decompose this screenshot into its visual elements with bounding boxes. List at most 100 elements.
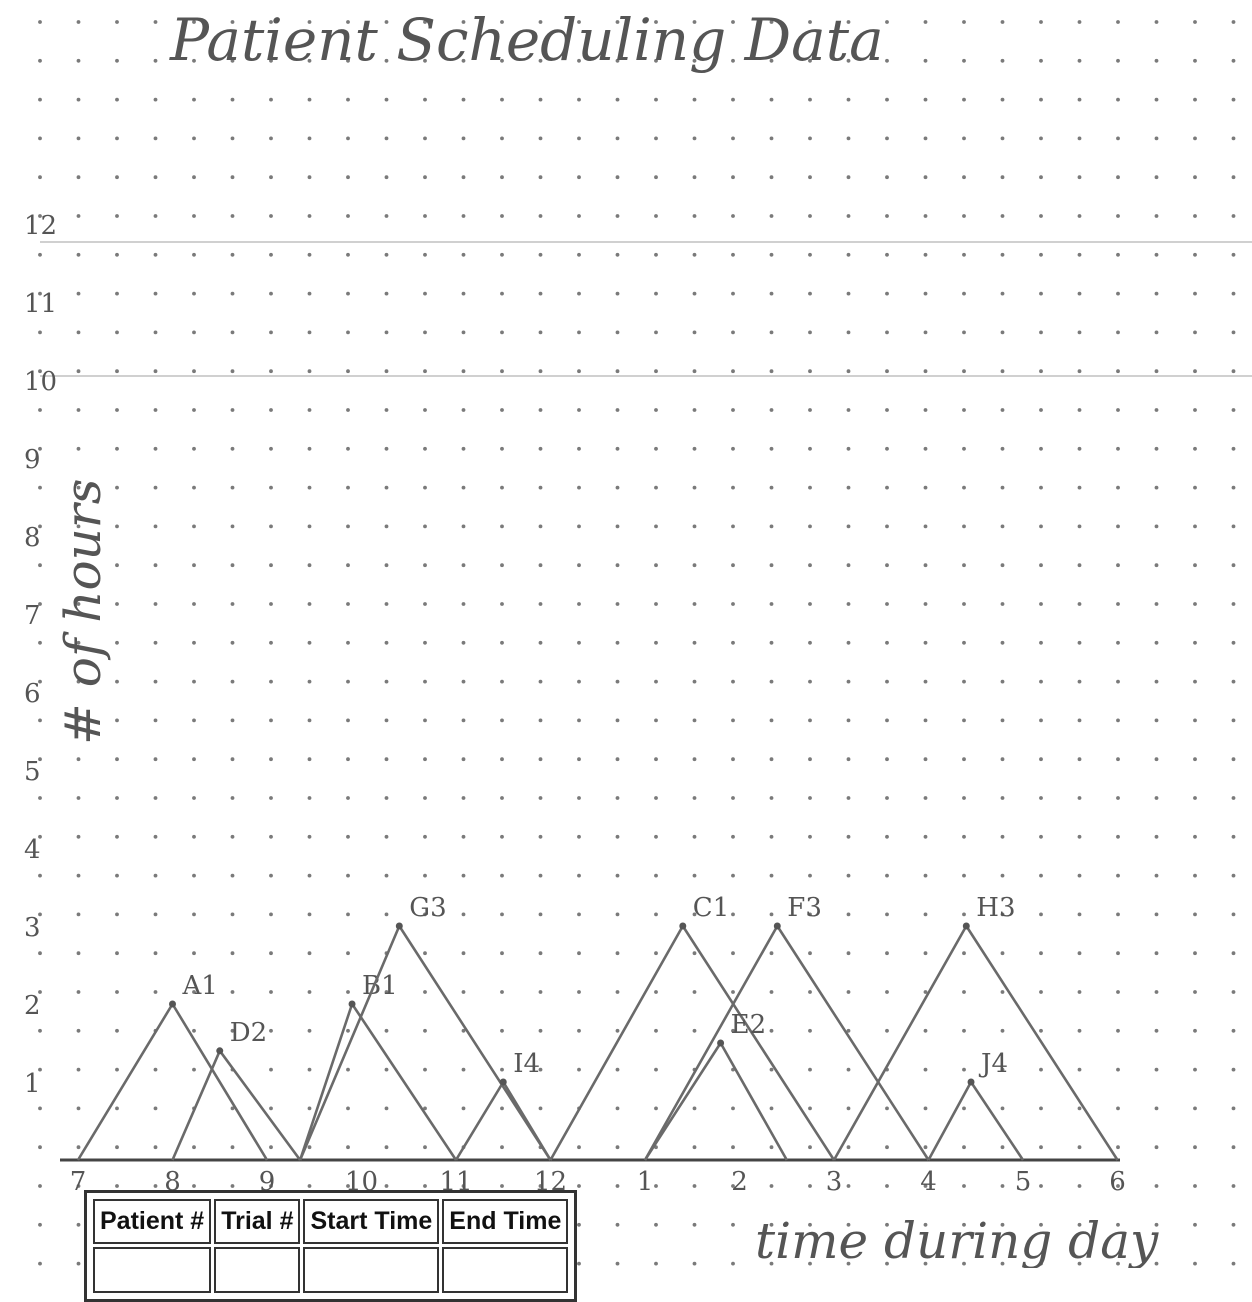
grid-dot [885,834,889,839]
grid-dot [461,679,466,684]
grid-dot [615,990,620,994]
grid-dot [461,252,466,257]
grid-dot [38,834,42,839]
grid-dot [1077,214,1082,218]
grid-dot [38,1067,42,1072]
grid-dot [615,1106,620,1111]
grid-dot [692,990,697,994]
grid-dot [808,1067,812,1072]
grid-dot [962,20,966,24]
grid-dot [269,330,273,335]
grid-dot [192,951,196,956]
grid-dot [923,1261,928,1266]
grid-dot [692,1261,697,1266]
grid-dot [384,1184,389,1188]
grid-dot [423,796,427,800]
grid-dot [846,291,851,296]
schedule-table: Patient # Trial # Start Time End Time [84,1190,578,1302]
grid-dot [615,369,620,374]
grid-dot [885,718,889,723]
grid-dot [1077,58,1082,63]
grid-dot [76,990,81,994]
grid-dot [1116,408,1120,412]
grid-dot [346,97,350,102]
grid-dot [577,408,581,412]
grid-dot [962,951,966,956]
grid-dot [500,563,504,568]
grid-dot [1000,97,1005,102]
grid-dot [769,1145,774,1150]
grid-dot [230,796,235,800]
grid-dot [1116,834,1120,839]
grid-dot [1231,1145,1236,1150]
grid-dot [269,136,273,141]
grid-dot [38,679,42,684]
grid-dot [38,369,42,374]
grid-dot [230,602,235,606]
grid-dot [423,408,427,412]
grid-dot [538,1028,543,1033]
grid-dot [577,834,581,839]
grid-dot [269,1106,273,1111]
grid-dot [38,1184,42,1188]
peak-label: B1 [362,971,398,1001]
grid-dot [384,446,389,451]
grid-dot [1000,214,1005,218]
grid-dot [500,136,504,141]
grid-dot [846,408,851,412]
grid-dot [153,97,158,102]
grid-dot [384,291,389,296]
grid-dot [692,252,697,257]
peak-marker [395,922,403,930]
grid-dot [923,602,928,606]
grid-dot [1193,640,1197,645]
grid-dot [1231,175,1236,180]
y-tick-label: 3 [24,913,41,943]
grid-dot [346,990,350,994]
grid-dot [115,990,119,994]
grid-dot [538,679,543,684]
grid-dot [307,990,312,994]
grid-dot [307,1067,312,1072]
grid-dot [384,408,389,412]
grid-dot [1000,1222,1005,1227]
x-tick-label: 7 [70,1167,87,1197]
grid-dot [1193,1261,1197,1266]
grid-dot [1000,640,1005,645]
peak-label: G3 [409,893,446,923]
grid-dot [423,640,427,645]
grid-dot [577,1222,581,1227]
grid-dot [962,1261,966,1266]
grid-dot [115,1028,119,1033]
grid-dot [846,1145,851,1150]
grid-dot [808,679,812,684]
grid-dot [115,951,119,956]
grid-dot [346,757,350,762]
grid-dot [962,252,966,257]
grid-dot [1193,757,1197,762]
grid-dot [38,408,42,412]
grid-dot [38,252,42,257]
grid-dot [1000,1184,1005,1188]
grid-dot [577,330,581,335]
grid-dot [1116,640,1120,645]
grid-dot [1039,136,1043,141]
grid-dot [500,369,504,374]
series-line-g3 [298,924,552,1161]
grid-dot [1154,20,1159,24]
grid-dot [115,136,119,141]
grid-dot [1039,252,1043,257]
grid-dot [384,369,389,374]
grid-dot [1039,679,1043,684]
grid-dot [923,97,928,102]
grid-dot [500,990,504,994]
grid-dot [846,1028,851,1033]
grid-dot [808,58,812,63]
grid-dot [38,524,42,529]
grid-dot [731,369,735,374]
grid-dot [76,446,81,451]
grid-dot [923,990,928,994]
grid-dot [423,291,427,296]
grid-dot [230,718,235,723]
grid-dot [346,640,350,645]
